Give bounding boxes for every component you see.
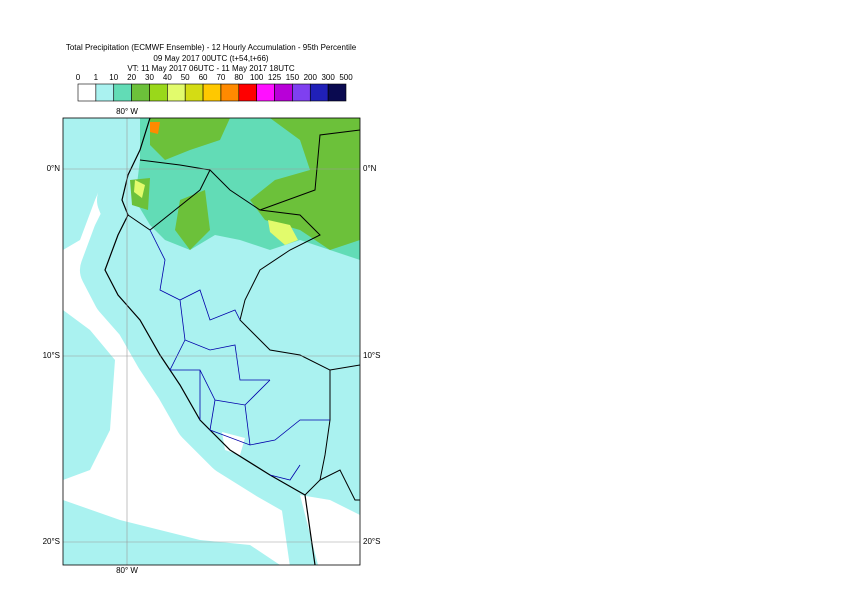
legend-swatch [95, 83, 115, 102]
legend-label: 30 [145, 73, 154, 82]
lat-label: 10°S [363, 351, 380, 360]
legend-swatch [202, 83, 222, 102]
legend-swatch [131, 83, 150, 102]
valid-time: VT: 11 May 2017 06UTC - 11 May 2017 18UT… [127, 64, 295, 73]
borders [127, 129, 360, 501]
legend-swatch [274, 83, 293, 102]
legend-label: 1 [94, 73, 99, 82]
legend-label: 40 [163, 73, 172, 82]
legend-label: 125 [268, 73, 282, 82]
dry-area [222, 432, 360, 565]
legend-swatch [238, 83, 257, 102]
title: Total Precipitation (ECMWF Ensemble) - 1… [66, 43, 357, 52]
region-borders [149, 229, 330, 481]
legend-label: 70 [216, 73, 225, 82]
legend-swatch [309, 83, 329, 102]
sea-precip [63, 118, 280, 565]
lat-label: 10°S [43, 351, 60, 360]
legend-swatch [167, 83, 186, 102]
legend-label: 10 [109, 73, 118, 82]
lat-label: 20°S [363, 537, 380, 546]
legend-label: 300 [321, 73, 335, 82]
legend-swatch [327, 83, 347, 102]
map [63, 118, 360, 565]
lat-label: 0°N [47, 164, 61, 173]
coastline [104, 118, 316, 565]
legend-label: 50 [181, 73, 190, 82]
legend-label: 500 [339, 73, 353, 82]
legend-swatch [77, 83, 97, 102]
legend-swatch [149, 83, 168, 102]
max-area [150, 122, 160, 134]
run-time: 09 May 2017 00UTC (t+54,t+66) [153, 54, 269, 63]
legend: 0 1 10 20 30 40 50 60 70 80 100 125 150 200 300 500 [76, 73, 353, 102]
lon-label: 80° W [116, 566, 138, 575]
legend-swatch [220, 83, 240, 102]
legend-label: 60 [199, 73, 208, 82]
legend-swatch [113, 83, 132, 102]
heavy-area [134, 180, 298, 245]
lon-label: 80° W [116, 107, 138, 116]
map-frame [62, 117, 361, 566]
legend-label: 200 [304, 73, 318, 82]
legend-label: 20 [127, 73, 136, 82]
legend-swatch [292, 83, 311, 102]
legend-swatch [184, 83, 204, 102]
legend-label: 150 [286, 73, 300, 82]
lat-label: 0°N [363, 164, 377, 173]
legend-label: 80 [234, 73, 243, 82]
legend-label: 0 [76, 73, 81, 82]
legend-swatch [256, 83, 275, 102]
legend-label: 100 [250, 73, 264, 82]
lat-label: 20°S [43, 537, 60, 546]
